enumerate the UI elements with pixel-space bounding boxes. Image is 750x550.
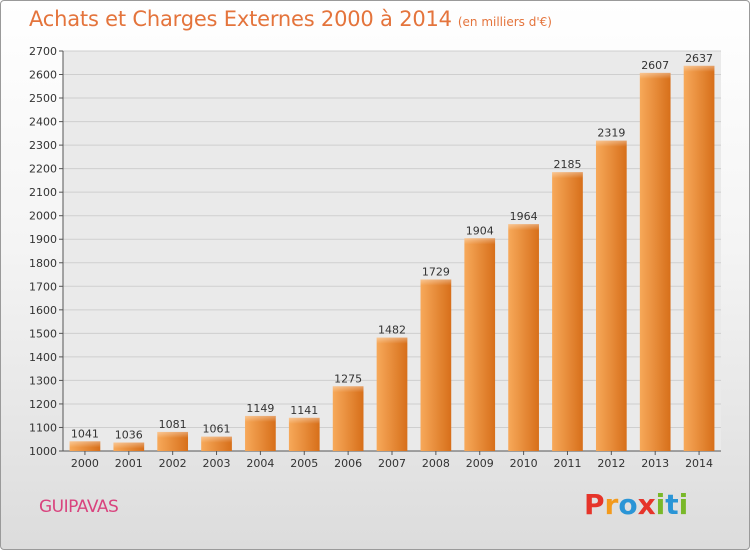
- bar-highlight: [420, 279, 452, 286]
- x-tick-label: 2013: [641, 457, 669, 470]
- data-label: 1904: [466, 224, 494, 237]
- bar: [683, 65, 715, 451]
- y-tick-label: 1400: [29, 351, 57, 364]
- logo-letter: i: [655, 488, 666, 521]
- logo-letter: r: [604, 488, 619, 521]
- y-tick-label: 1300: [29, 374, 57, 387]
- bar-highlight: [332, 386, 364, 393]
- x-tick-label: 2004: [246, 457, 274, 470]
- x-tick-label: 2008: [422, 457, 450, 470]
- bar: [332, 386, 364, 451]
- data-label: 2319: [597, 127, 625, 140]
- data-label: 1061: [203, 423, 231, 436]
- bar-highlight: [639, 72, 671, 79]
- bar: [464, 238, 496, 451]
- x-tick-label: 2001: [115, 457, 143, 470]
- y-tick-label: 2200: [29, 163, 57, 176]
- data-label: 2637: [685, 52, 713, 65]
- x-tick-label: 2014: [685, 457, 713, 470]
- commune-name: GUIPAVAS: [39, 497, 119, 517]
- y-tick-label: 2000: [29, 210, 57, 223]
- logo-letter: i: [678, 488, 689, 521]
- chart-title: Achats et Charges Externes 2000 à 2014 (e…: [29, 7, 552, 31]
- x-tick-label: 2012: [597, 457, 625, 470]
- y-tick-label: 2700: [29, 45, 57, 58]
- logo-letter: o: [618, 488, 638, 521]
- y-tick-label: 2300: [29, 139, 57, 152]
- y-tick-label: 1100: [29, 421, 57, 434]
- bar-highlight: [464, 238, 496, 245]
- x-tick-label: 2003: [203, 457, 231, 470]
- bar-highlight: [288, 417, 320, 424]
- y-tick-label: 1200: [29, 398, 57, 411]
- data-label: 1729: [422, 265, 450, 278]
- y-tick-label: 1800: [29, 257, 57, 270]
- x-tick-label: 2000: [71, 457, 99, 470]
- y-tick-label: 1900: [29, 233, 57, 246]
- bar: [595, 140, 627, 451]
- bar: [639, 72, 671, 451]
- x-tick-label: 2007: [378, 457, 406, 470]
- bar-highlight: [508, 224, 539, 231]
- data-label: 2185: [553, 158, 581, 171]
- y-tick-label: 1000: [29, 445, 57, 458]
- logo-letter: x: [637, 488, 656, 521]
- bar-highlight: [552, 172, 583, 179]
- data-label: 1149: [246, 402, 274, 415]
- bar-highlight: [113, 442, 145, 449]
- y-tick-label: 2600: [29, 69, 57, 82]
- data-label: 1964: [510, 210, 538, 223]
- logo-letter: P: [584, 488, 605, 521]
- bar-highlight: [69, 441, 101, 448]
- y-tick-label: 2400: [29, 116, 57, 129]
- x-tick-label: 2005: [290, 457, 318, 470]
- y-tick-label: 1700: [29, 280, 57, 293]
- proxiti-logo: Proxiti: [584, 488, 688, 521]
- bar: [420, 279, 452, 451]
- x-tick-label: 2009: [466, 457, 494, 470]
- data-label: 2607: [641, 59, 669, 72]
- data-label: 1482: [378, 324, 406, 337]
- data-label: 1041: [71, 427, 99, 440]
- x-tick-label: 2011: [553, 457, 581, 470]
- bar: [508, 224, 539, 451]
- bar-highlight: [245, 415, 276, 422]
- bar: [552, 172, 583, 452]
- chart-title-text: Achats et Charges Externes 2000 à 2014: [29, 7, 452, 31]
- data-label: 1141: [290, 404, 318, 417]
- bar-highlight: [376, 337, 408, 344]
- data-label: 1036: [115, 429, 143, 442]
- y-tick-label: 2100: [29, 186, 57, 199]
- y-tick-label: 1500: [29, 327, 57, 340]
- chart-unit: (en milliers d'€): [457, 15, 552, 29]
- logo-letter: t: [665, 488, 679, 521]
- bar-highlight: [157, 431, 189, 438]
- bar: [376, 337, 408, 451]
- data-label: 1081: [159, 418, 187, 431]
- y-tick-label: 1600: [29, 304, 57, 317]
- bar-highlight: [201, 436, 232, 443]
- data-label: 1275: [334, 372, 362, 385]
- y-tick-label: 2500: [29, 92, 57, 105]
- x-tick-label: 2010: [510, 457, 538, 470]
- x-tick-label: 2006: [334, 457, 362, 470]
- bar-highlight: [683, 65, 715, 72]
- bar-highlight: [595, 140, 627, 147]
- x-tick-label: 2002: [159, 457, 187, 470]
